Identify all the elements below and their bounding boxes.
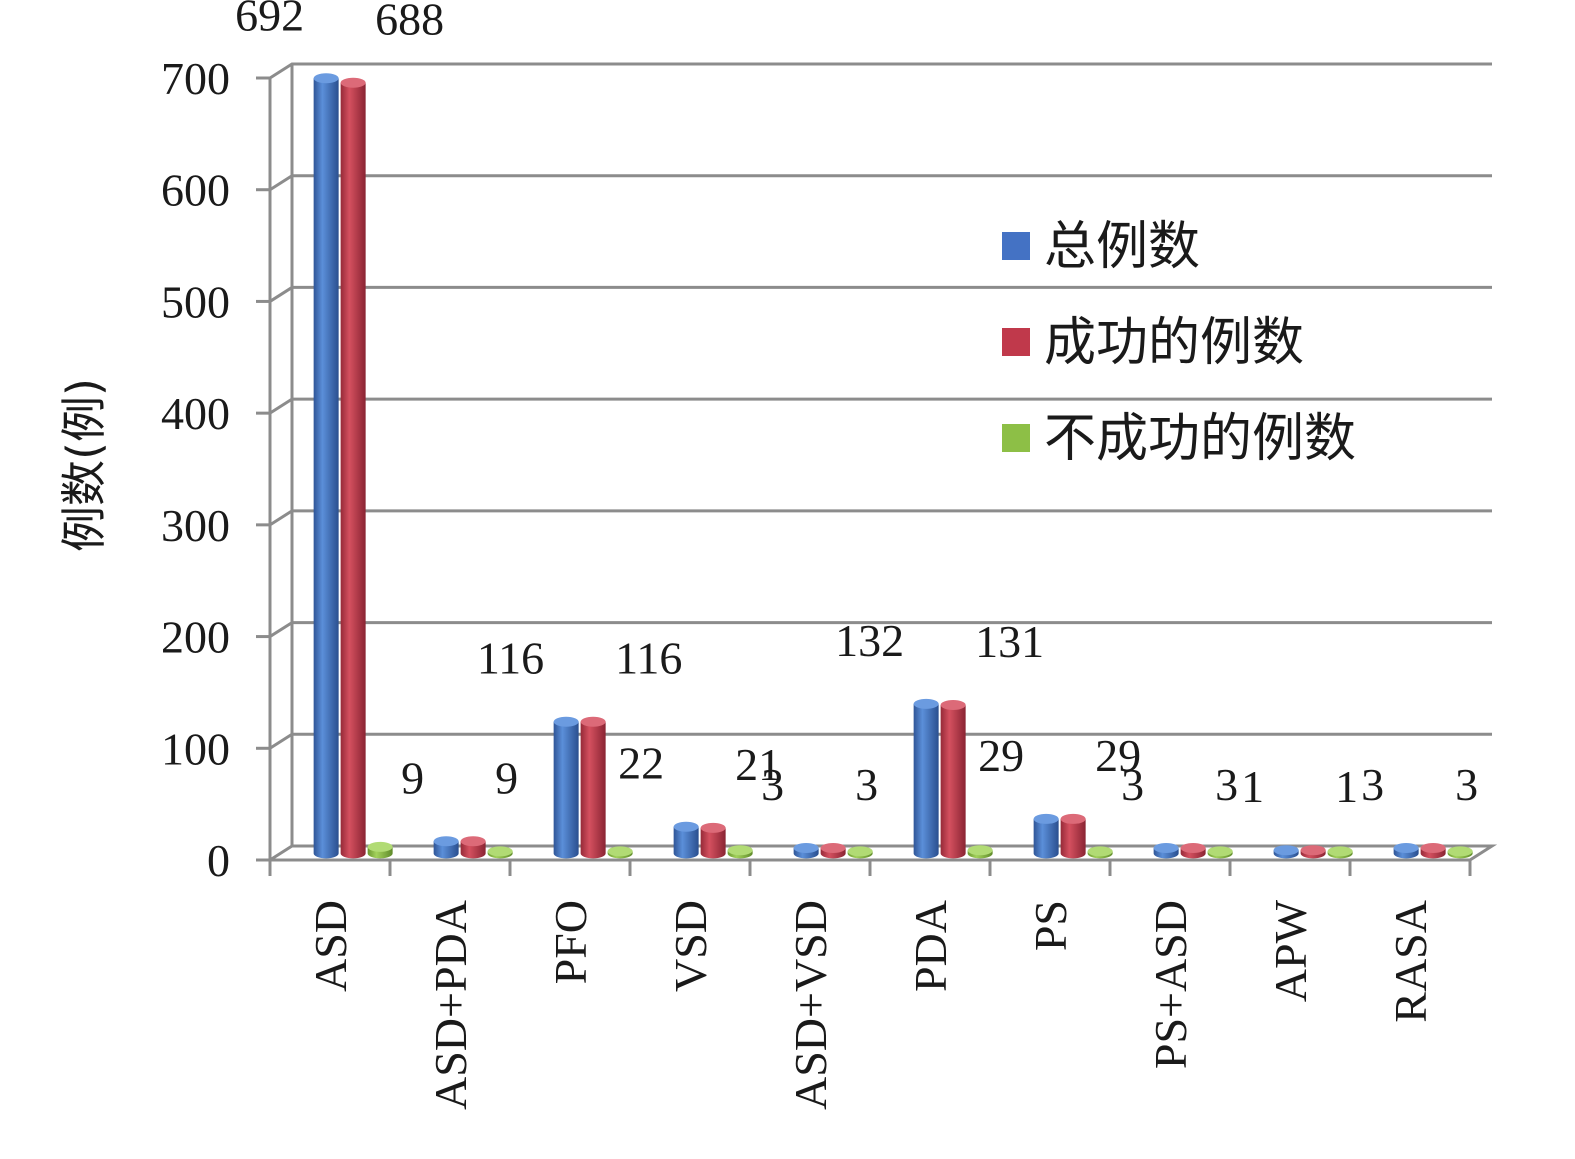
data-label: 692: [235, 0, 304, 40]
legend-swatch: [1002, 232, 1030, 260]
bar-不成功的例数-PFO: [607, 846, 633, 859]
data-label: 29: [1095, 730, 1141, 781]
axes: [256, 64, 1498, 876]
data-label: 29: [978, 730, 1024, 781]
bars: [313, 73, 1473, 859]
bar-成功的例数-RASA: [1420, 842, 1446, 859]
y-tick-label: 400: [161, 388, 230, 439]
data-label: 3: [1121, 759, 1144, 810]
x-tick-label: PS+ASD: [1145, 900, 1196, 1069]
bar-成功的例数-ASD+PDA: [460, 836, 486, 859]
data-label: 3: [1215, 759, 1238, 810]
x-tick-label: PS: [1025, 900, 1076, 951]
gridline: [269, 732, 1492, 750]
data-label: 3: [1455, 759, 1478, 810]
legend-label: 总例数: [1044, 217, 1200, 277]
bar-总例数-PFO: [553, 716, 579, 859]
y-tick-label: 700: [161, 53, 230, 104]
data-label: 21: [735, 739, 781, 790]
gridline: [269, 509, 1492, 527]
x-tick-label: ASD+VSD: [785, 900, 836, 1110]
data-label: 131: [975, 616, 1044, 667]
legend-swatch: [1002, 424, 1030, 452]
bar-总例数-APW: [1273, 845, 1299, 859]
bar-总例数-RASA: [1393, 842, 1419, 859]
x-tick-label: ASD: [305, 900, 356, 992]
data-label: 22: [618, 738, 664, 789]
legend-label: 不成功的例数: [1044, 409, 1356, 469]
bar-成功的例数-PFO: [580, 716, 606, 859]
x-tick-label: APW: [1265, 899, 1316, 1002]
bar-成功的例数-VSD: [700, 822, 726, 859]
bar-总例数-PS: [1033, 813, 1059, 859]
data-label: 688: [375, 0, 444, 45]
bar-成功的例数-APW: [1300, 845, 1326, 859]
y-axis-label: 例数(例): [57, 378, 111, 552]
data-label: 3: [855, 759, 878, 810]
bar-总例数-ASD+PDA: [433, 836, 459, 859]
data-label: 116: [615, 633, 682, 684]
x-tick-label: PFO: [545, 900, 596, 984]
data-label: 3: [761, 759, 784, 810]
data-label: 3: [1361, 759, 1384, 810]
gridline: [269, 285, 1492, 303]
bar-不成功的例数-RASA: [1447, 846, 1473, 859]
bar-成功的例数-ASD+VSD: [820, 842, 846, 859]
bar-成功的例数-PS: [1060, 813, 1086, 859]
bar-不成功的例数-VSD: [727, 845, 753, 859]
bar-不成功的例数-ASD+VSD: [847, 846, 873, 859]
data-label: 1: [1241, 761, 1264, 812]
legend-swatch: [1002, 328, 1030, 356]
bar-不成功的例数-PS+ASD: [1207, 846, 1233, 859]
gridline: [269, 62, 1492, 80]
bar-成功的例数-ASD: [340, 77, 366, 859]
tick-labels: 0 100 200 300 400 500 600 700 ASD ASD+PDA PFO VSD AS…: [161, 53, 1436, 1110]
gridline: [269, 174, 1492, 191]
y-tick-label: 300: [161, 500, 230, 551]
bar-不成功的例数-PS: [1087, 846, 1113, 859]
y-tick-label: 500: [161, 276, 230, 327]
bar-总例数-ASD: [313, 73, 339, 859]
bar-不成功的例数-PDA: [967, 845, 993, 859]
y-tick-label: 100: [161, 723, 230, 774]
y-tick-label: 0: [207, 835, 230, 886]
bar-不成功的例数-APW: [1327, 846, 1353, 859]
data-label: 1: [1335, 761, 1358, 812]
legend-label: 成功的例数: [1044, 313, 1304, 373]
x-tick-label: ASD+PDA: [425, 900, 476, 1110]
bar-总例数-PS+ASD: [1153, 842, 1179, 859]
bar-总例数-PDA: [913, 698, 939, 859]
data-label: 132: [835, 615, 904, 666]
data-label: 9: [401, 752, 424, 803]
x-tick-label: VSD: [665, 900, 716, 992]
bar-成功的例数-PDA: [940, 699, 966, 859]
data-label: 116: [477, 633, 544, 684]
y-tick-label: 200: [161, 612, 230, 663]
x-tick-label: PDA: [905, 900, 956, 992]
y-tick-label: 600: [161, 165, 230, 216]
x-tick-label: RASA: [1385, 900, 1436, 1023]
bar-总例数-VSD: [673, 821, 699, 859]
bar-不成功的例数-ASD+PDA: [487, 846, 513, 859]
bar-不成功的例数-ASD: [367, 841, 393, 859]
data-label: 9: [495, 752, 518, 803]
bar-总例数-ASD+VSD: [793, 842, 819, 859]
bar-成功的例数-PS+ASD: [1180, 842, 1206, 859]
